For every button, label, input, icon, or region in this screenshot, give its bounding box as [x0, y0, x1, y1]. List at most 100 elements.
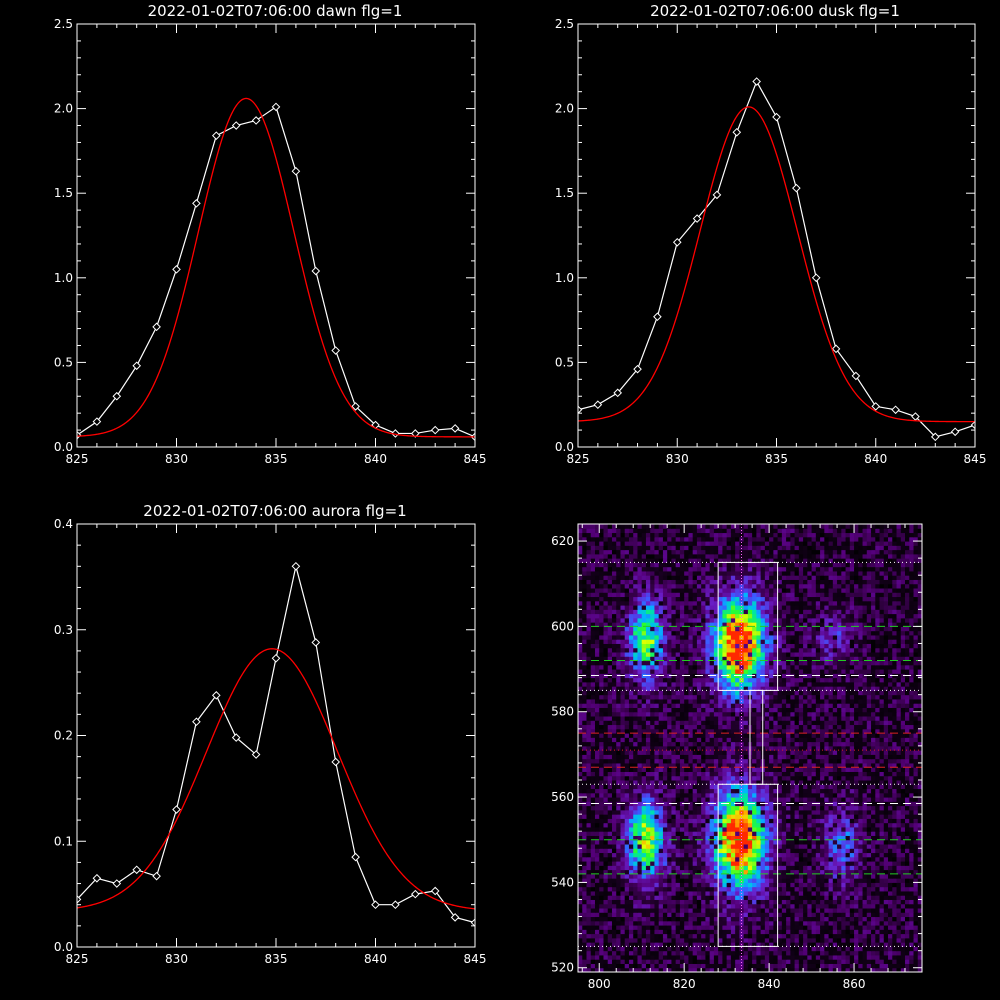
heatmap-cell: [820, 797, 825, 802]
heatmap-cell: [743, 809, 749, 815]
heatmap-cell: [866, 780, 872, 785]
heatmap-cell: [628, 869, 634, 875]
heatmap-cell: [773, 826, 779, 832]
heatmap-cell: [845, 886, 851, 892]
data-point: [172, 805, 181, 814]
heatmap-cell: [764, 942, 770, 947]
heatmap-cell: [650, 831, 655, 836]
heatmap-cell: [662, 788, 668, 794]
heatmap-cell: [756, 831, 762, 836]
heatmap-cell: [760, 831, 766, 836]
heatmap-cell: [688, 937, 694, 943]
heatmap-cell: [900, 835, 906, 841]
heatmap-cell: [611, 822, 617, 828]
heatmap-cell: [862, 878, 868, 883]
heatmap-cell: [578, 933, 583, 939]
heatmap-cell: [679, 750, 685, 755]
heatmap-cell: [866, 903, 872, 909]
heatmap-cell: [862, 839, 868, 845]
heatmap-cell: [888, 852, 893, 858]
heatmap-cell: [658, 886, 664, 892]
heatmap-cell: [620, 745, 626, 751]
heatmap-cell: [879, 963, 885, 969]
heatmap-cell: [705, 831, 711, 836]
heatmap-cell: [888, 733, 893, 738]
heatmap-cell: [688, 826, 694, 832]
heatmap-cell: [671, 788, 677, 794]
heatmap-cell: [794, 728, 800, 734]
heatmap-cell: [888, 920, 893, 926]
heatmap-cell: [913, 856, 919, 862]
heatmap-cell: [713, 946, 719, 952]
heatmap-cell: [875, 937, 881, 943]
heatmap-cell: [658, 797, 664, 802]
heatmap-cell: [913, 903, 919, 909]
heatmap-cell: [705, 844, 711, 849]
heatmap-cell: [718, 775, 723, 781]
heatmap-cell: [713, 835, 719, 841]
heatmap-cell: [633, 809, 638, 815]
heatmap-cell: [582, 912, 587, 918]
heatmap-cell: [786, 775, 791, 781]
heatmap-cell: [900, 754, 906, 760]
heatmap-cell: [781, 728, 787, 734]
heatmap-cell: [637, 925, 643, 930]
heatmap-cell: [662, 844, 668, 849]
heatmap-cell: [599, 797, 604, 802]
heatmap-cell: [854, 869, 859, 875]
heatmap-cell: [786, 908, 791, 913]
heatmap-cell: [696, 758, 702, 764]
heatmap-cell: [743, 925, 749, 930]
heatmap-cell: [739, 784, 745, 790]
heatmap-cell: [645, 856, 651, 862]
heatmap-cell: [688, 954, 694, 960]
heatmap-cell: [684, 809, 689, 815]
heatmap-cell: [735, 758, 740, 764]
heatmap-cell: [845, 954, 851, 960]
heatmap-cell: [794, 954, 800, 960]
heatmap-cell: [743, 818, 749, 824]
heatmap-cell: [735, 929, 740, 935]
heatmap-cell: [896, 942, 902, 947]
heatmap-cell: [645, 754, 651, 760]
heatmap-cell: [905, 839, 910, 845]
heatmap-cell: [607, 745, 613, 751]
heatmap-cell: [650, 839, 655, 845]
heatmap-cell: [590, 937, 596, 943]
heatmap-cell: [620, 946, 626, 952]
heatmap-cell: [675, 745, 681, 751]
heatmap-cell: [790, 835, 796, 841]
heatmap-cell: [718, 925, 723, 930]
heatmap-cell: [684, 852, 689, 858]
heatmap-cell: [747, 869, 753, 875]
heatmap-cell: [786, 826, 791, 832]
heatmap-cell: [594, 733, 600, 738]
heatmap-cell: [743, 912, 749, 918]
heatmap-cell: [786, 933, 791, 939]
heatmap-cell: [824, 728, 830, 734]
heatmap-cell: [777, 856, 783, 862]
heatmap-cell: [824, 946, 830, 952]
heatmap-cell: [862, 861, 868, 866]
heatmap-cell: [764, 775, 770, 781]
heatmap-cell: [837, 959, 842, 964]
heatmap-cell: [594, 762, 600, 768]
heatmap-cell: [650, 758, 655, 764]
heatmap-cell: [875, 946, 881, 952]
heatmap-cell: [628, 954, 634, 960]
heatmap-cell: [675, 942, 681, 947]
heatmap-cell: [688, 771, 694, 777]
heatmap-cell: [645, 873, 651, 879]
heatmap-cell: [790, 775, 796, 781]
heatmap-cell: [590, 741, 596, 747]
heatmap-cell: [837, 878, 842, 883]
heatmap-cell: [756, 856, 762, 862]
heatmap-cell: [692, 873, 698, 879]
heatmap-cell: [862, 886, 868, 892]
heatmap-cell: [866, 822, 872, 828]
heatmap-cell: [841, 762, 847, 768]
heatmap-cell: [871, 780, 876, 785]
heatmap-cell: [662, 805, 668, 811]
heatmap-cell: [854, 831, 859, 836]
heatmap-cell: [594, 792, 600, 798]
